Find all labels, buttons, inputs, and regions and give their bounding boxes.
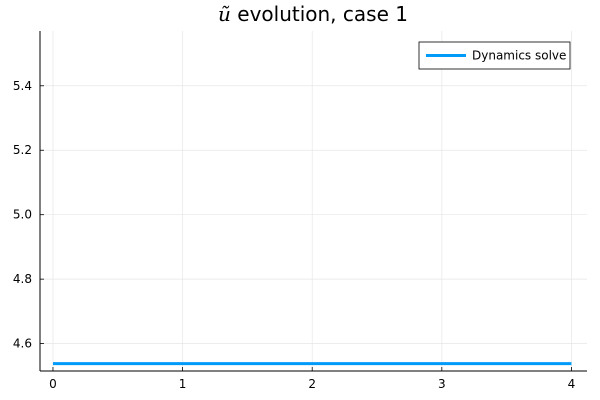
x-tick-label-4: 4 [568,377,576,391]
grid-lines [40,31,587,371]
x-tick-label-2: 2 [308,377,316,391]
y-tick-label-2: 5.0 [13,208,32,222]
x-tick-label-0: 0 [49,377,57,391]
x-tick-label-3: 3 [438,377,446,391]
x-tick-label-1: 1 [179,377,187,391]
chart-title-text: evolution, case 1 [231,2,408,26]
y-tick-label-1: 4.8 [13,272,32,286]
tick-labels: 0 1 2 3 4 4.6 4.8 5.0 5.2 5.4 [13,79,575,391]
y-tick-label-3: 5.2 [13,143,32,157]
y-tick-label-4: 5.4 [13,79,32,93]
legend-label: Dynamics solve [472,49,566,63]
chart-title-symbol: ũ [218,2,231,26]
chart-title: ũ evolution, case 1 [218,2,408,26]
axes [39,31,587,372]
y-tick-label-0: 4.6 [13,337,32,351]
legend: Dynamics solve [418,41,571,70]
